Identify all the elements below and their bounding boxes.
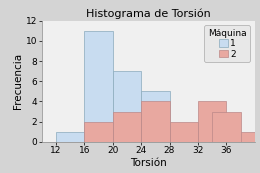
X-axis label: Torsión: Torsión (130, 158, 167, 168)
Bar (198, 102, 226, 142)
Bar (84, 31, 113, 142)
Bar (56, 132, 84, 142)
Bar (113, 112, 141, 142)
Y-axis label: Frecuencia: Frecuencia (13, 53, 23, 109)
Bar (113, 71, 141, 142)
Bar (141, 102, 170, 142)
Bar (212, 112, 241, 142)
Title: Histograma de Torsión: Histograma de Torsión (86, 8, 211, 19)
Legend: 1, 2: 1, 2 (204, 25, 250, 62)
Bar (226, 132, 255, 142)
Bar (170, 122, 198, 142)
Bar (84, 122, 113, 142)
Bar (141, 91, 170, 142)
